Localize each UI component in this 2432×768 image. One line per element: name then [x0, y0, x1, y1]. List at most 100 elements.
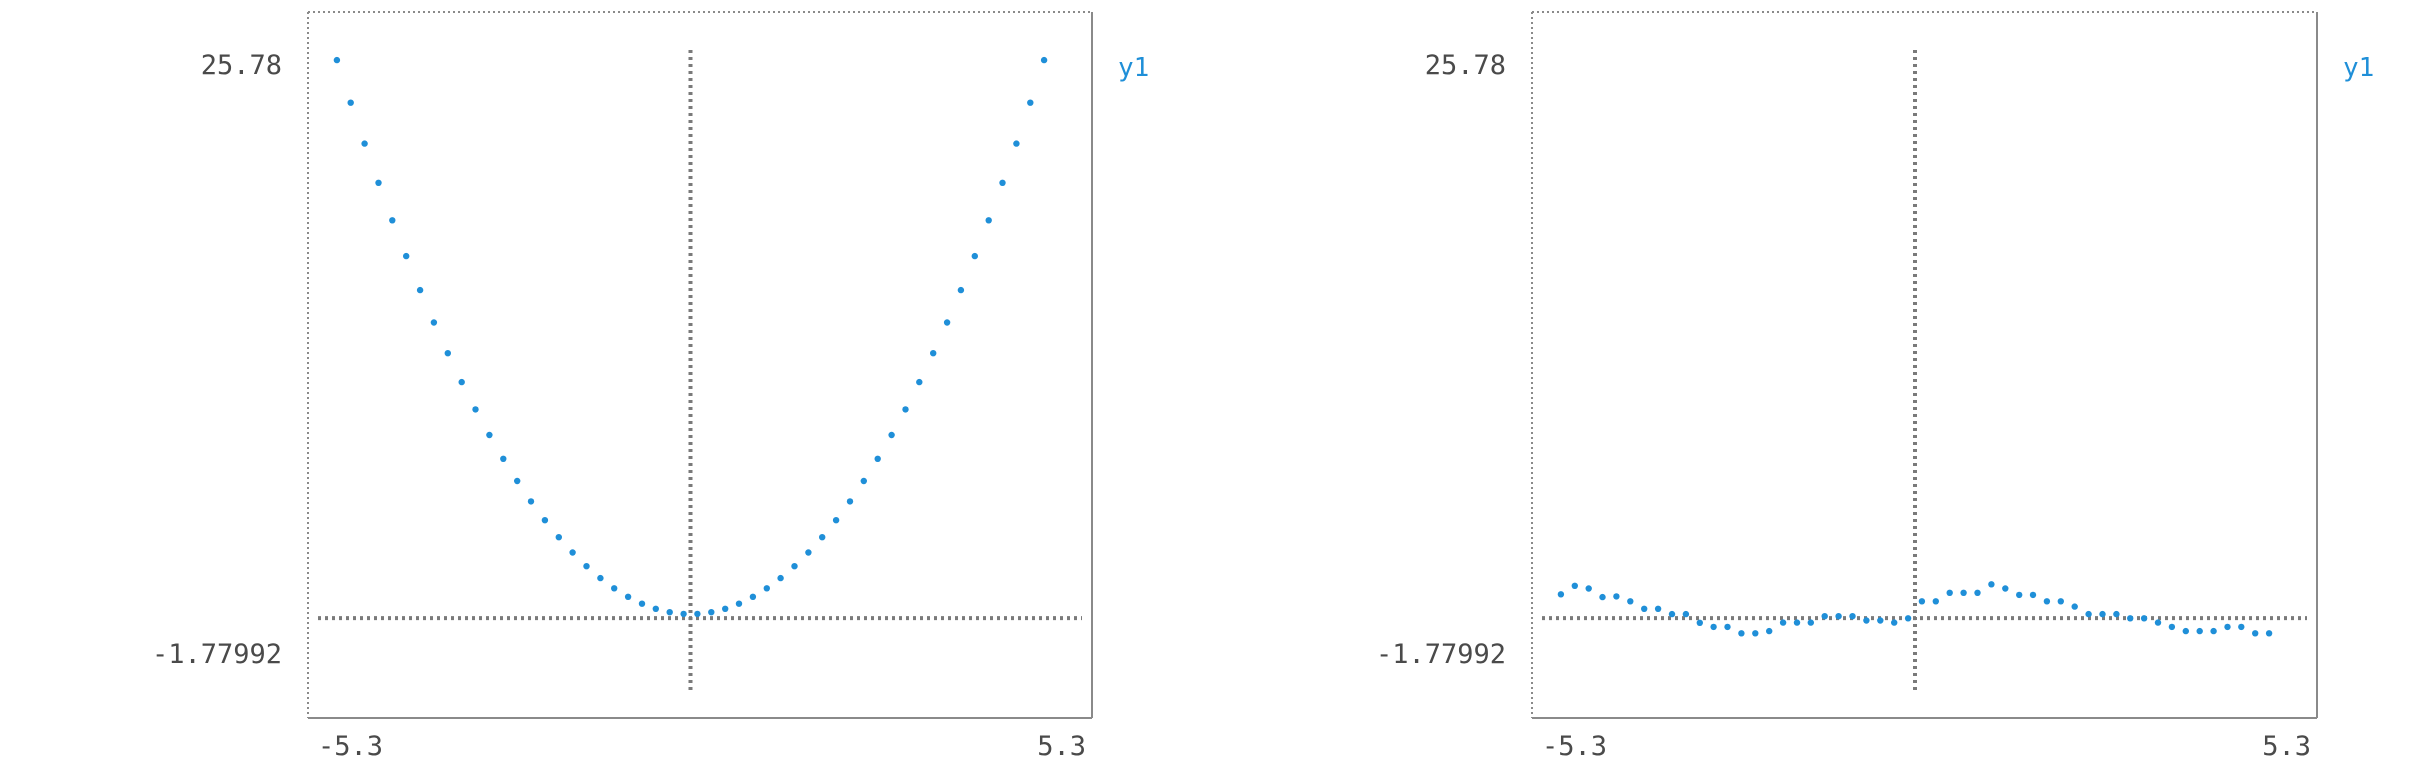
data-point	[1849, 613, 1856, 620]
data-point	[1793, 619, 1801, 626]
data-point	[805, 549, 812, 556]
data-point	[1641, 605, 1648, 612]
data-point	[957, 286, 965, 294]
data-point	[375, 179, 382, 186]
data-point	[666, 609, 673, 616]
chart-panel-left: 25.78 -1.77992 -5.3 5.3 y1	[152, 11, 1149, 762]
data-point	[583, 563, 590, 570]
data-point	[1710, 623, 1717, 631]
data-point	[527, 498, 535, 505]
data-point	[1013, 140, 1020, 147]
data-point	[1974, 589, 1981, 596]
data-point	[2002, 585, 2009, 592]
data-point	[1027, 99, 1034, 106]
data-point	[930, 350, 937, 357]
data-point	[486, 431, 493, 439]
data-point	[1835, 613, 1842, 620]
data-point	[2210, 627, 2217, 635]
data-point	[2127, 615, 2134, 622]
x-tick-label-max: 5.3	[2262, 731, 2311, 762]
data-point	[722, 605, 729, 612]
data-point	[1668, 610, 1676, 618]
data-point	[1571, 582, 1579, 589]
data-point	[2071, 603, 2078, 610]
data-point	[1738, 630, 1745, 637]
data-point	[916, 378, 923, 386]
data-point	[1807, 619, 1815, 626]
chart-panel-right: 25.78 -1.77992 -5.3 5.3 y1	[1376, 11, 2374, 762]
x-tick-label-max: 5.3	[1037, 731, 1086, 762]
data-point	[999, 179, 1006, 186]
data-point	[1932, 598, 1940, 605]
data-point	[597, 574, 604, 582]
data-point	[2168, 623, 2176, 631]
y-tick-label-min: -1.77992	[1376, 639, 1506, 670]
data-point	[680, 610, 687, 618]
data-point	[569, 549, 576, 556]
data-point	[2140, 615, 2148, 622]
x-tick-label-min: -5.3	[1542, 731, 1607, 762]
data-point	[333, 56, 341, 64]
data-point	[1557, 591, 1565, 598]
data-point	[2182, 627, 2189, 635]
data-point	[2265, 630, 2273, 637]
data-point	[458, 378, 465, 386]
data-point	[444, 350, 451, 357]
data-point	[514, 477, 521, 485]
data-point	[555, 534, 562, 541]
data-point	[2252, 630, 2259, 637]
data-point	[2196, 627, 2203, 635]
data-point	[735, 600, 743, 607]
data-point	[500, 455, 507, 462]
data-point	[430, 319, 438, 326]
data-point	[1946, 589, 1953, 596]
data-point	[694, 610, 701, 618]
data-point	[2113, 610, 2120, 618]
data-point	[2238, 623, 2245, 631]
data-point	[1627, 598, 1634, 605]
data-point	[1696, 619, 1704, 626]
data-point	[1766, 627, 1773, 635]
data-point	[985, 217, 992, 224]
data-point	[2224, 623, 2231, 631]
data-point	[1779, 619, 1787, 626]
data-point	[347, 99, 354, 106]
data-point	[1918, 598, 1926, 605]
data-point	[2016, 591, 2023, 599]
data-point	[1613, 593, 1620, 600]
data-point	[1724, 623, 1731, 631]
data-point	[1988, 581, 1995, 588]
data-point	[832, 517, 840, 524]
data-point	[416, 286, 424, 294]
data-point	[2099, 610, 2106, 618]
data-point	[819, 534, 826, 541]
x-tick-label-min: -5.3	[318, 731, 383, 762]
data-point	[2029, 591, 2037, 599]
data-point	[1877, 617, 1884, 624]
data-point	[1040, 56, 1048, 64]
data-point	[1752, 630, 1759, 637]
data-point	[1891, 619, 1898, 626]
data-point	[777, 574, 784, 582]
y-tick-label-max: 25.78	[1425, 50, 1506, 81]
data-point	[389, 217, 396, 224]
data-point	[541, 517, 549, 524]
data-point	[2154, 619, 2162, 626]
data-point	[943, 319, 951, 326]
data-point	[1960, 589, 1967, 596]
data-point	[611, 585, 618, 592]
data-point	[2085, 610, 2092, 618]
data-point	[902, 406, 909, 413]
y-tick-label-min: -1.77992	[152, 639, 282, 670]
y-tick-label-max: 25.78	[201, 50, 282, 81]
data-point	[1599, 593, 1606, 601]
data-point	[1821, 613, 1828, 620]
data-point	[708, 609, 715, 616]
data-point	[1654, 605, 1662, 612]
legend-entry-y1: y1	[1118, 53, 1149, 83]
data-point	[888, 431, 895, 439]
data-point	[1682, 610, 1690, 618]
data-point	[1863, 617, 1870, 624]
data-point	[472, 406, 479, 413]
